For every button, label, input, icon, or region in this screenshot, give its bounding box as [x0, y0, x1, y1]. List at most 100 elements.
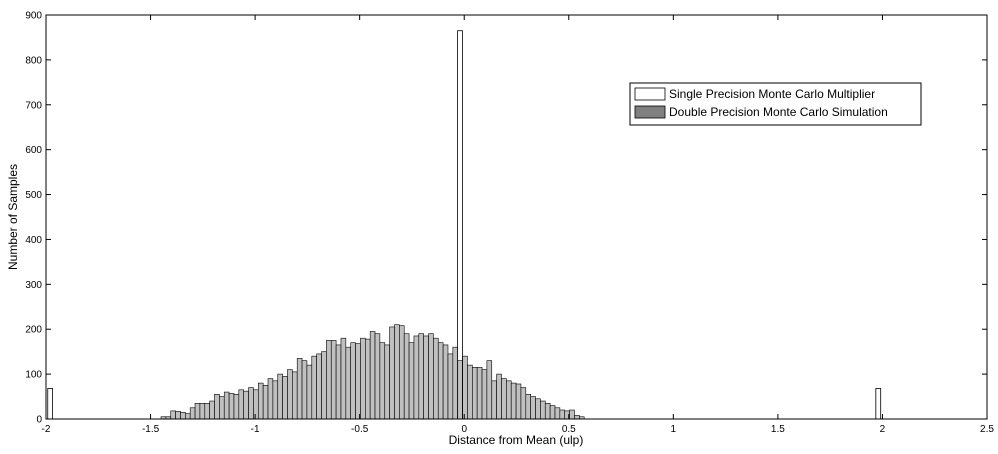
legend-box [629, 82, 922, 126]
y-tick-label: 0 [36, 415, 42, 426]
histogram-bar-double [311, 355, 317, 420]
histogram-bar-double [355, 343, 361, 420]
histogram-bar-double [413, 335, 420, 420]
histogram-bar-double [214, 394, 220, 420]
histogram-bar-double [384, 344, 390, 420]
histogram-bar-double [272, 380, 279, 420]
histogram-bar-double [257, 382, 264, 420]
histogram-bar-double [408, 342, 415, 420]
histogram-bar-double [369, 331, 376, 420]
histogram-bar-double [520, 387, 527, 420]
x-tick-label: -1 [251, 424, 260, 435]
histogram-bar-double [292, 371, 298, 420]
histogram-bar-double [170, 410, 176, 420]
histogram-bar-double [515, 383, 522, 420]
y-tick-label: 700 [25, 100, 42, 111]
histogram-bar-double [467, 364, 473, 420]
histogram-bar-double [437, 342, 444, 420]
histogram-bar-double [457, 360, 463, 420]
histogram-bar-double [525, 394, 531, 420]
x-axis-ticks: -2 -1.5 -1 -0.5 0 0.5 1 1.5 2 2.5 [42, 15, 994, 435]
histogram-bar-double [189, 407, 196, 420]
histogram-bar-double [243, 390, 249, 420]
histogram-bar-double [219, 396, 225, 420]
histogram-bar-double [194, 402, 201, 420]
histogram-bar-double [447, 353, 454, 420]
y-tick-label: 300 [25, 280, 42, 291]
histogram-bar-double [228, 393, 235, 420]
histogram-bar-double [476, 367, 483, 420]
histogram-bar-double [248, 387, 254, 420]
histogram-bar-double [374, 333, 381, 420]
histogram-bar-double [233, 394, 240, 420]
histogram-bar-double [549, 405, 556, 420]
histogram-bar-double [277, 373, 283, 420]
histogram-bar-double [535, 398, 541, 420]
histogram-bar-double [316, 353, 322, 420]
histogram-bar-double [540, 400, 546, 420]
histogram-bar-double [486, 360, 493, 420]
histogram-bar-double [330, 340, 337, 420]
x-tick-label: 0.5 [562, 424, 576, 435]
y-tick-label: 900 [25, 11, 42, 22]
legend-swatch-double [634, 105, 666, 119]
x-tick-label: 2 [880, 424, 886, 435]
histogram-bar-double [501, 378, 507, 420]
histogram-bar-double [428, 333, 434, 420]
histogram-bar-double [326, 340, 332, 420]
histogram-bar-double [471, 367, 478, 420]
histogram-bar-double [296, 358, 303, 420]
histogram-bar-double [569, 409, 575, 420]
histogram-bar-double [462, 355, 468, 420]
histogram-bar-double [350, 342, 356, 420]
legend-label-double: Double Precision Monte Carlo Simulation [669, 105, 888, 119]
histogram-bar-double [530, 396, 536, 420]
histogram-bar-double [360, 337, 366, 420]
histogram-bar-double [510, 382, 517, 420]
legend: Single Precision Monte Carlo Multiplier … [629, 82, 922, 126]
histogram-bar-double [394, 324, 400, 420]
plot-area-frame [45, 14, 988, 420]
x-tick-label: -1.5 [142, 424, 160, 435]
histogram-bar-double [433, 337, 439, 420]
histogram-bar-double [180, 411, 186, 420]
histogram-bar-double [442, 344, 449, 420]
histogram-bar-double [238, 389, 244, 420]
histogram-bar-double [554, 407, 561, 420]
x-tick-label: 0 [461, 424, 467, 435]
histogram-bar-double [306, 364, 313, 420]
histogram-bar-double [199, 402, 206, 420]
y-axis-title: Number of Samples [6, 164, 20, 270]
histogram-bar-double [423, 335, 429, 420]
histogram-bar-double [340, 337, 347, 420]
histogram-bar-double [282, 376, 288, 420]
histogram-bar-double [403, 333, 410, 420]
x-tick-label: 2.5 [980, 424, 994, 435]
x-axis-title: Distance from Mean (ulp) [449, 433, 584, 447]
histogram-bar-double [379, 342, 386, 420]
histogram-bar-double [481, 369, 488, 420]
x-tick-label: -2 [42, 424, 51, 435]
histogram-bar-double [267, 378, 274, 420]
histogram-bar-double [389, 326, 395, 420]
histogram-bar-double [209, 400, 215, 420]
histogram-bar-double [418, 333, 424, 420]
histogram-bar-double [491, 380, 497, 420]
histogram-bar-double [399, 325, 405, 420]
histogram-bar-double [223, 391, 230, 420]
legend-label-single: Single Precision Monte Carlo Multiplier [669, 87, 875, 101]
histogram-bar-double [204, 402, 210, 420]
histogram-bar-double [287, 369, 293, 420]
y-tick-label: 600 [25, 145, 42, 156]
histogram-bar-double [574, 415, 580, 420]
histogram-bar-double [506, 380, 512, 420]
histogram-bar-double [345, 346, 351, 420]
histogram-bar-double [452, 346, 459, 420]
y-tick-label: 800 [25, 55, 42, 66]
y-tick-label: 100 [25, 370, 42, 381]
y-tick-label: 500 [25, 190, 42, 201]
histogram-bar-double [185, 413, 191, 420]
histogram-bar-double [335, 344, 342, 420]
histogram-bar-double [301, 360, 308, 420]
